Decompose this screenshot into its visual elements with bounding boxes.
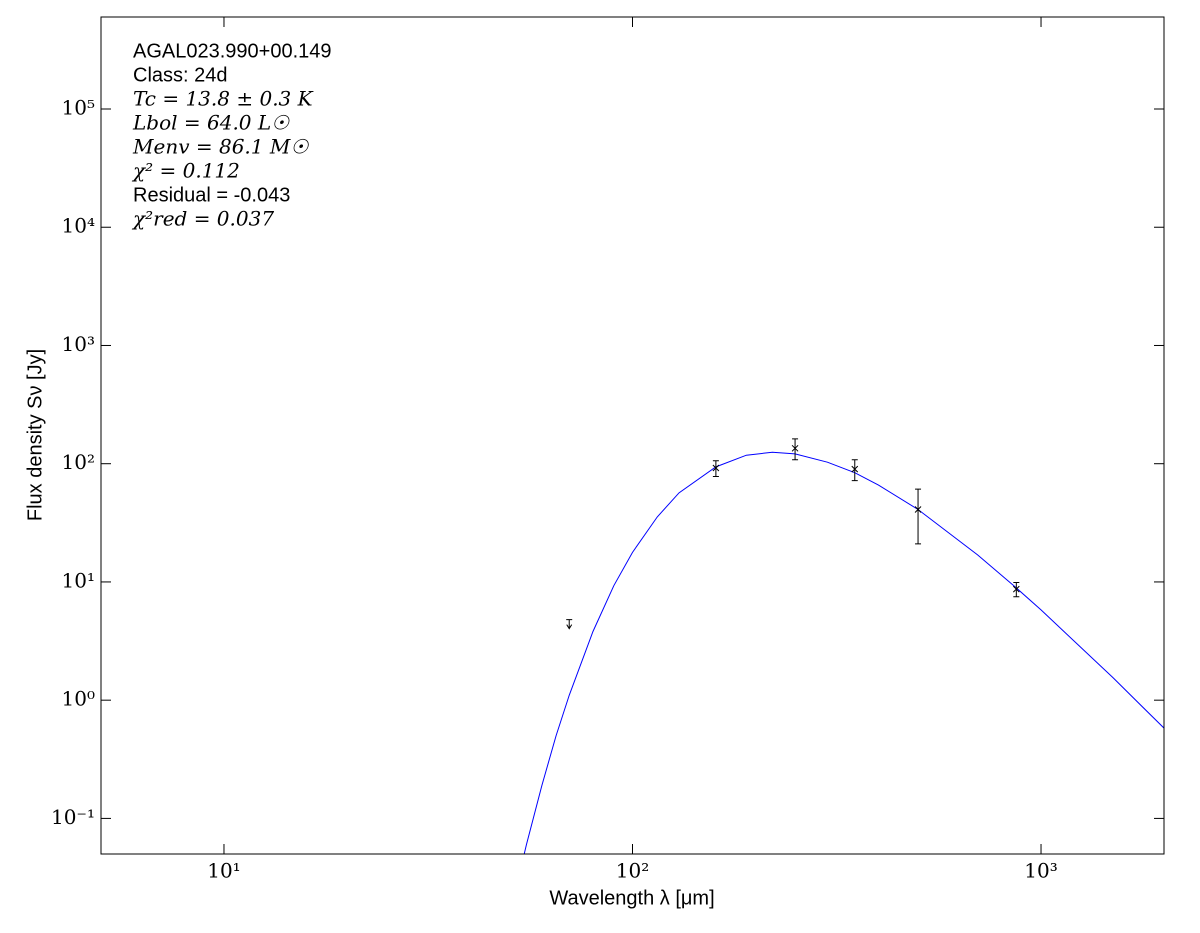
y-axis-label: Flux density Sν [Jy] bbox=[24, 349, 46, 521]
data-point bbox=[791, 444, 799, 452]
annotation: χ²red = 0.037 bbox=[131, 207, 274, 231]
annotation: Lbol = 64.0 L☉ bbox=[132, 111, 290, 135]
plot-area bbox=[523, 438, 1164, 854]
data-point bbox=[1012, 585, 1020, 593]
annotation: Tc = 13.8 ± 0.3 K bbox=[133, 87, 314, 111]
data-point bbox=[851, 465, 859, 473]
model-curve bbox=[523, 451, 1164, 854]
x-tick-label: 10¹ bbox=[207, 859, 240, 883]
data-point bbox=[914, 506, 922, 513]
upper-limit bbox=[566, 619, 573, 630]
plot-frame bbox=[100, 16, 1165, 855]
y-tick-label: 10⁴ bbox=[62, 214, 95, 238]
y-tick-label: 10⁵ bbox=[62, 96, 95, 120]
error-bar bbox=[792, 438, 799, 461]
annotation: Class: 24d bbox=[133, 64, 228, 86]
x-tick-label: 10² bbox=[616, 859, 649, 883]
data-point bbox=[712, 464, 720, 472]
y-tick-label: 10³ bbox=[62, 332, 95, 356]
y-tick-label: 10⁻¹ bbox=[51, 805, 95, 829]
y-tick-label: 10² bbox=[62, 450, 95, 474]
x-tick-label: 10³ bbox=[1024, 859, 1057, 883]
x-axis-label: Wavelength λ [μm] bbox=[549, 887, 714, 909]
annotation: Menv = 86.1 M☉ bbox=[132, 135, 309, 159]
y-tick-label: 10¹ bbox=[62, 568, 95, 592]
annotation: AGAL023.990+00.149 bbox=[133, 40, 332, 62]
y-tick-label: 10⁰ bbox=[62, 687, 95, 711]
error-bar bbox=[915, 488, 922, 545]
annotation: Residual = -0.043 bbox=[133, 184, 290, 206]
error-bar bbox=[851, 459, 858, 482]
annotation: χ² = 0.112 bbox=[131, 159, 240, 183]
